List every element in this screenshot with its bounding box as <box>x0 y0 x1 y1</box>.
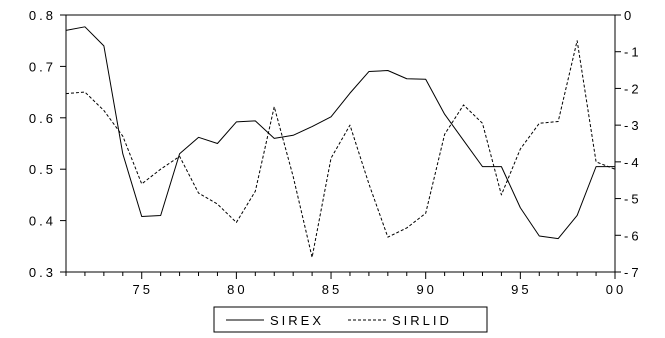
right-tick-label: -5 <box>624 192 642 207</box>
right-tick-label: -3 <box>624 118 642 133</box>
right-tick-label: -1 <box>624 45 642 60</box>
legend: SIREX SIRLID <box>213 306 488 333</box>
right-tick-label: -4 <box>624 155 642 170</box>
right-axis-ticks: -7 -6 -5 -4 -3 -2 -1 0 <box>615 8 642 280</box>
legend-box <box>213 306 488 333</box>
right-tick-label: -7 <box>624 265 642 280</box>
x-tick-label: 80 <box>227 282 247 297</box>
right-tick-label: -6 <box>624 228 642 243</box>
right-tick-label: 0 <box>624 8 634 23</box>
x-axis-ticks: 75 80 85 90 95 00 <box>65 272 626 297</box>
right-tick-label: -2 <box>624 81 642 96</box>
left-tick-label: 0.8 <box>29 8 56 23</box>
series-line-sirlid <box>65 40 616 258</box>
left-tick-label: 0.7 <box>29 59 56 74</box>
left-tick-label: 0.6 <box>29 111 56 126</box>
x-tick-label: 00 <box>606 282 626 297</box>
left-tick-label: 0.5 <box>29 162 56 177</box>
legend-label-sirex: SIREX <box>270 313 324 328</box>
series-line-sirex <box>65 26 615 240</box>
left-tick-label: 0.3 <box>29 265 56 280</box>
plot-area-frame <box>65 14 616 273</box>
x-tick-label: 85 <box>322 282 342 297</box>
x-tick-label: 95 <box>511 282 531 297</box>
x-tick-label: 90 <box>416 282 436 297</box>
x-tick-label: 75 <box>132 282 152 297</box>
series-layer <box>65 26 616 258</box>
left-tick-label: 0.4 <box>29 214 56 229</box>
legend-label-sirlid: SIRLID <box>392 313 452 328</box>
left-axis-ticks: 0.3 0.4 0.5 0.6 0.7 0.8 <box>29 8 66 280</box>
